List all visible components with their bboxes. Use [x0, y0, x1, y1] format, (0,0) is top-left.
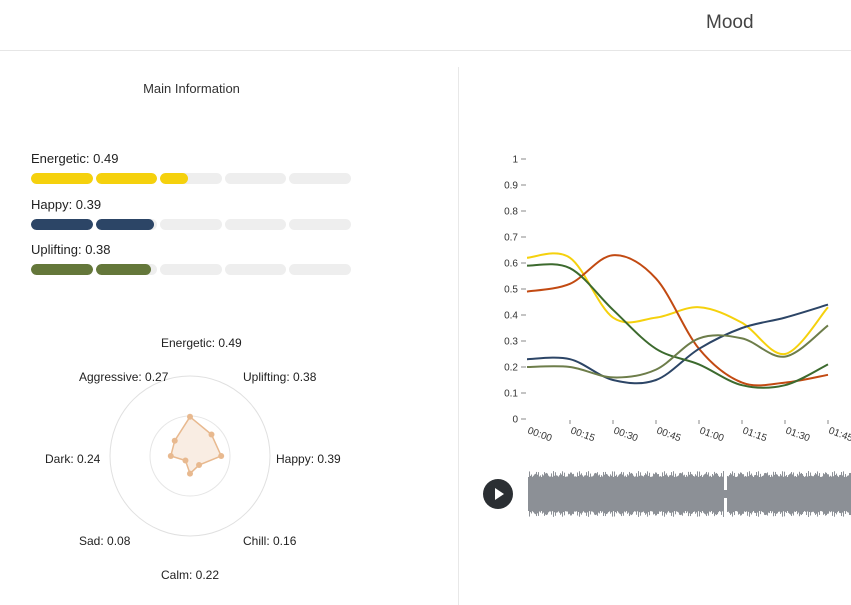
y-tick-label: 0.7	[504, 233, 518, 244]
y-tick-label: 0.8	[504, 207, 518, 218]
radar-point	[196, 462, 203, 469]
bar-segment	[160, 264, 222, 275]
series-line	[526, 263, 829, 389]
x-tick-label: 00:00	[526, 425, 554, 444]
radar-label-dark: Dark: 0.24	[45, 452, 101, 466]
bar-segment	[95, 264, 158, 275]
page-title: Mood	[706, 12, 754, 33]
radar-point	[167, 453, 174, 459]
y-tick-label: 0.6	[504, 259, 518, 270]
bar-segment	[31, 173, 93, 184]
radar-point	[208, 431, 215, 438]
mood-bar-track	[31, 219, 351, 230]
header: Mood	[0, 0, 851, 51]
mood-bar-label: Happy: 0.39	[31, 197, 102, 212]
x-tick-label: 00:15	[569, 425, 597, 444]
bar-segment-fill	[31, 264, 93, 275]
x-tick-label: 01:30	[784, 425, 812, 444]
line-chart-svg: 0 0.1 0.2 0.3 0.4 0.5 0.6 0.7 0.8 0.9 1 00:00 00:15…	[504, 155, 851, 445]
bar-segment	[224, 264, 287, 275]
radar-label-aggressive: Aggressive: 0.27	[79, 370, 169, 384]
radar-point	[187, 413, 193, 420]
bar-segment-fill	[31, 173, 93, 184]
y-tick-label: 0.9	[504, 181, 518, 192]
radar-point	[171, 437, 178, 444]
x-tick-label: 01:15	[741, 425, 769, 444]
waveform[interactable]	[528, 469, 851, 519]
y-tick-label: 0.5	[504, 285, 518, 296]
waveform-bars	[528, 471, 851, 517]
radar-label-calm: Calm: 0.22	[161, 568, 220, 582]
radar-point	[182, 457, 189, 464]
mood-radar-chart: Energetic: 0.49 Uplifting: 0.38 Happy: 0…	[0, 322, 458, 605]
x-tick-label: 00:30	[612, 425, 640, 444]
x-tick-label: 00:45	[655, 425, 683, 444]
radar-outer-ring	[109, 375, 271, 537]
y-tick-label: 0.1	[504, 389, 518, 400]
radar-label-happy: Happy: 0.39	[276, 452, 341, 466]
series-line	[526, 254, 829, 387]
mood-timeline-chart: 0 0.1 0.2 0.3 0.4 0.5 0.6 0.7 0.8 0.9 1 00:00 00:15…	[460, 140, 851, 450]
x-tick-label: 01:00	[698, 425, 726, 444]
bar-segment	[31, 264, 93, 275]
radar-label-uplifting: Uplifting: 0.38	[243, 370, 317, 384]
bar-segment	[224, 173, 287, 184]
bar-segment	[160, 219, 222, 230]
y-tick-label: 0.2	[504, 363, 518, 374]
series-line	[526, 303, 829, 385]
x-tick-label: 01:45	[827, 425, 851, 444]
play-button[interactable]	[483, 479, 513, 509]
panel-divider	[458, 67, 459, 605]
radar-label-energetic: Energetic: 0.49	[161, 336, 242, 350]
audio-player	[460, 462, 851, 524]
radar-label-sad: Sad: 0.08	[79, 534, 131, 548]
bar-segment	[31, 219, 93, 230]
mood-bar-uplifting: Uplifting: 0.38	[31, 242, 351, 275]
radar-label-chill: Chill: 0.16	[243, 534, 297, 548]
bar-segment	[95, 219, 158, 230]
y-tick-label: 0.4	[504, 311, 518, 322]
mood-bar-happy: Happy: 0.39	[31, 197, 351, 230]
bar-segment	[95, 173, 158, 184]
bar-segment	[160, 173, 222, 184]
y-tick-label: 1	[512, 155, 518, 166]
mood-bar-label: Energetic: 0.49	[31, 151, 119, 166]
bar-segment	[289, 264, 351, 275]
mood-bar-label: Uplifting: 0.38	[31, 242, 111, 257]
series-line	[526, 324, 829, 379]
bar-segment-fill	[95, 264, 152, 275]
bar-segment-fill	[95, 219, 155, 230]
mood-bar-track	[31, 173, 351, 184]
radar-point	[187, 470, 193, 477]
bar-segment-fill	[95, 173, 158, 184]
bar-segment-fill	[160, 173, 188, 184]
bar-segment	[289, 173, 351, 184]
section-title: Main Information	[143, 81, 240, 96]
mood-bar-track	[31, 264, 351, 275]
radar-area	[169, 415, 223, 475]
y-tick-label: 0	[512, 415, 518, 426]
bar-segment	[289, 219, 351, 230]
bar-segment	[224, 219, 287, 230]
radar-point	[218, 453, 225, 459]
main-information-panel: Main Information Energetic: 0.49 Happy: …	[0, 52, 458, 605]
mood-bar-energetic: Energetic: 0.49	[31, 151, 351, 184]
bar-segment-fill	[31, 219, 93, 230]
y-tick-label: 0.3	[504, 337, 518, 348]
radar-svg	[109, 375, 271, 537]
